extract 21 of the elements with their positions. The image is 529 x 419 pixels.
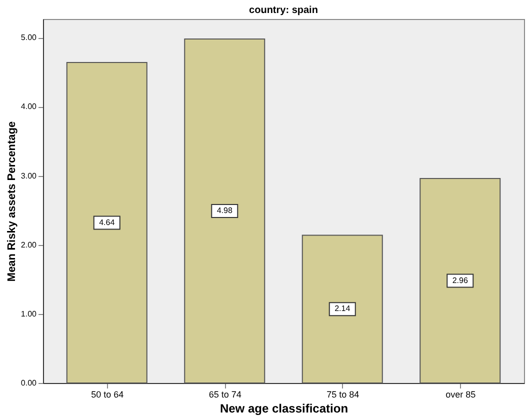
bar — [184, 38, 266, 384]
data-label: 2.14 — [334, 304, 351, 314]
y-tick-label: 4.00 — [20, 102, 38, 112]
x-tick-label: 65 to 74 — [208, 390, 242, 400]
data-label: 4.98 — [216, 206, 233, 216]
y-tick-label: 0.00 — [20, 378, 38, 388]
y-tick-label: 2.00 — [20, 240, 38, 250]
x-tick-label: over 85 — [446, 390, 476, 400]
data-label: 4.64 — [99, 218, 116, 227]
x-tick-label: 75 to 84 — [326, 390, 360, 400]
y-tick-label: 5.00 — [20, 33, 38, 42]
x-axis-title: New age classification — [220, 402, 348, 416]
chart-title: country: spain — [249, 5, 318, 16]
bar — [302, 234, 383, 384]
bar — [420, 178, 501, 384]
y-tick-label: 3.00 — [20, 171, 38, 180]
x-tick-label: 50 to 64 — [91, 390, 124, 400]
data-label: 2.96 — [452, 276, 468, 285]
bar — [66, 62, 148, 384]
y-tick-label: 1.00 — [20, 309, 38, 318]
y-axis-title: Mean Risky assets Percentage — [6, 121, 18, 282]
